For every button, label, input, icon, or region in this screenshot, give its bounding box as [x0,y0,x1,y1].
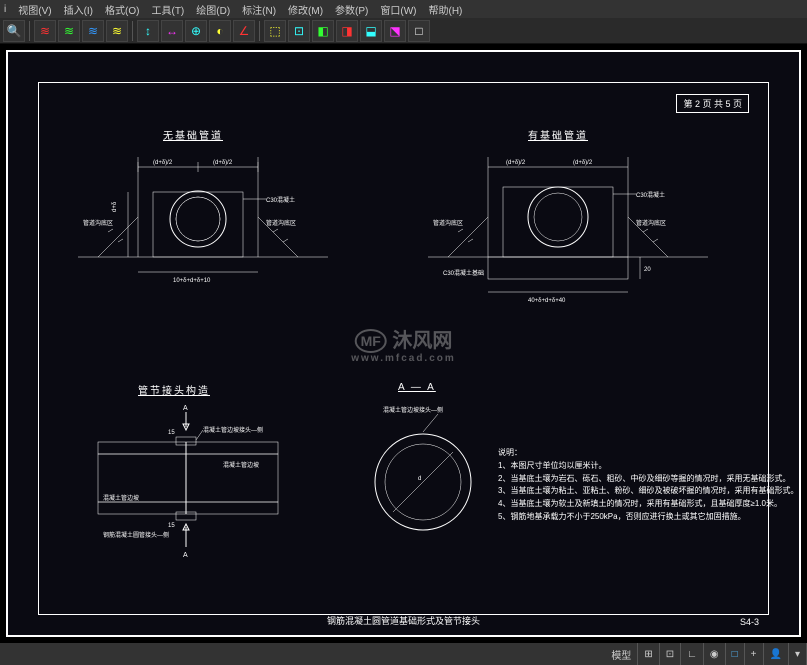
menu-modify[interactable]: 修改(M) [288,2,323,17]
diagram-no-foundation: (d+δ)/2 (d+δ)/2 10+δ+d+δ+10 管道沟底区 管道沟底区 … [78,147,328,302]
status-dyn-icon[interactable]: + [745,643,764,665]
svg-text:混凝土管边坡: 混凝土管边坡 [223,461,259,469]
note-5: 5、钢筋地基承载力不小于250kPa，否则应进行换土或其它加固措施。 [498,511,798,524]
note-4: 4、当基底土壤为软土及新填土的情况时，采用有基础形式，且基础厚度≥1.0米。 [498,498,798,511]
svg-text:混凝土管边坡接头—侧: 混凝土管边坡接头—侧 [383,406,443,414]
diagram-joint: A A 15 15 混凝土管边坡接头—侧 混凝土管边坡 混凝土管边坡 钢筋混凝土… [68,402,318,567]
svg-text:管道沟底区: 管道沟底区 [266,219,296,227]
svg-text:A: A [183,552,188,559]
tool-search-icon[interactable]: 🔍 [3,20,25,42]
svg-text:C30混凝土基础: C30混凝土基础 [443,269,484,277]
status-grid-icon[interactable]: ⊞ [638,643,659,665]
tool-mod-4[interactable]: ◨ [336,20,358,42]
status-snap-icon[interactable]: ⊡ [660,643,681,665]
toolbar: 🔍 ≋ ≋ ≋ ≋ ↕ ↔ ⊕ ◐ ∠ ⬚ ⊡ ◧ ◨ ⬓ ⬔ □ [0,18,807,44]
svg-text:40+δ+d+δ+40: 40+δ+d+δ+40 [528,298,566,304]
section4-title: A — A [398,382,436,393]
svg-text:混凝土管边坡接头—侧: 混凝土管边坡接头—侧 [203,426,263,434]
status-bar: 模型 ⊞ ⊡ ∟ ◉ □ + 👤 ▾ [0,643,807,665]
status-osnap-icon[interactable]: □ [726,643,745,665]
svg-text:管道沟底区: 管道沟底区 [636,219,666,227]
tool-dim-1[interactable]: ↕ [137,20,159,42]
svg-text:(d+δ)/2: (d+δ)/2 [153,160,173,166]
svg-text:20: 20 [644,267,651,273]
diagram-with-foundation: (d+δ)/2 (d+δ)/2 40+δ+d+δ+40 管道沟底区 管道沟底区 … [428,147,708,322]
sheet-number: S4-3 [740,617,759,627]
note-2: 2、当基底土壤为岩石、砾石、粗砂、中砂及细砂等握的情况时，采用无基础形式。 [498,473,798,486]
svg-text:C30混凝土: C30混凝土 [266,196,295,204]
drawing-title: 钢筋混凝土圆管道基础形式及管节接头 [327,614,480,627]
tool-layer-3[interactable]: ≋ [82,20,104,42]
tool-dim-2[interactable]: ↔ [161,20,183,42]
svg-text:C30混凝土: C30混凝土 [636,191,665,199]
menu-draw[interactable]: 绘图(D) [196,2,230,17]
svg-text:A: A [183,405,188,412]
tool-mod-1[interactable]: ⬚ [264,20,286,42]
svg-text:管道沟底区: 管道沟底区 [433,219,463,227]
status-lwt-icon[interactable]: 👤 [764,643,789,665]
status-ortho-icon[interactable]: ∟ [681,643,704,665]
svg-text:15: 15 [168,430,175,436]
svg-text:d: d [418,476,421,482]
notes-title: 说明： [498,447,798,460]
page-info: 第 2 页 共 5 页 [676,94,749,113]
note-1: 1、本图尺寸单位均以厘米计。 [498,460,798,473]
tool-mod-3[interactable]: ◧ [312,20,334,42]
menu-view[interactable]: 视图(V) [18,2,51,17]
svg-text:管道沟底区: 管道沟底区 [83,219,113,227]
menu-dim[interactable]: 标注(N) [242,2,276,17]
tool-mod-5[interactable]: ⬓ [360,20,382,42]
menu-param[interactable]: 参数(P) [335,2,368,17]
svg-text:(d+δ)/2: (d+δ)/2 [573,160,593,166]
svg-text:(d+δ)/2: (d+δ)/2 [213,160,233,166]
note-3: 3、当基底土壤为粘土、亚粘土、粉砂、细砂及被破坏握的情况时，采用有基础形式。 [498,485,798,498]
svg-text:15: 15 [168,523,175,529]
tool-layer-1[interactable]: ≋ [34,20,56,42]
section1-title: 无基础管道 [163,127,223,142]
drawing-canvas[interactable]: 第 2 页 共 5 页 无基础管道 [6,50,801,637]
menu-help[interactable]: 帮助(H) [429,2,463,17]
tool-mod-2[interactable]: ⊡ [288,20,310,42]
svg-text:钢筋混凝土圆管接头—侧: 钢筋混凝土圆管接头—侧 [103,531,169,539]
menu-bar: i 视图(V) 插入(I) 格式(O) 工具(T) 绘图(D) 标注(N) 修改… [0,0,807,18]
tool-mod-7[interactable]: □ [408,20,430,42]
notes-block: 说明： 1、本图尺寸单位均以厘米计。 2、当基底土壤为岩石、砾石、粗砂、中砂及细… [498,447,798,524]
svg-text:混凝土管边坡: 混凝土管边坡 [103,494,139,502]
menu-insert[interactable]: 插入(I) [64,2,93,17]
status-model[interactable]: 模型 [605,643,638,665]
svg-text:(d+δ)/2: (d+δ)/2 [506,160,526,166]
tool-layer-4[interactable]: ≋ [106,20,128,42]
tool-dim-3[interactable]: ⊕ [185,20,207,42]
menu-tools[interactable]: 工具(T) [151,2,184,17]
menu-format[interactable]: 格式(O) [105,2,139,17]
section2-title: 有基础管道 [528,127,588,142]
status-more-icon[interactable]: ▾ [789,643,807,665]
diagram-section-aa: 混凝土管边坡接头—侧 d [343,402,503,567]
tool-mod-6[interactable]: ⬔ [384,20,406,42]
tool-layer-2[interactable]: ≋ [58,20,80,42]
tool-dim-5[interactable]: ∠ [233,20,255,42]
section3-title: 管节接头构造 [138,382,210,397]
svg-text:10+δ+d+δ+10: 10+δ+d+δ+10 [173,278,211,284]
tool-dim-4[interactable]: ◐ [209,20,231,42]
status-polar-icon[interactable]: ◉ [704,643,726,665]
svg-text:d+δ: d+δ [112,201,118,212]
menu-window[interactable]: 窗口(W) [380,2,416,17]
menu-i[interactable]: i [4,4,6,15]
